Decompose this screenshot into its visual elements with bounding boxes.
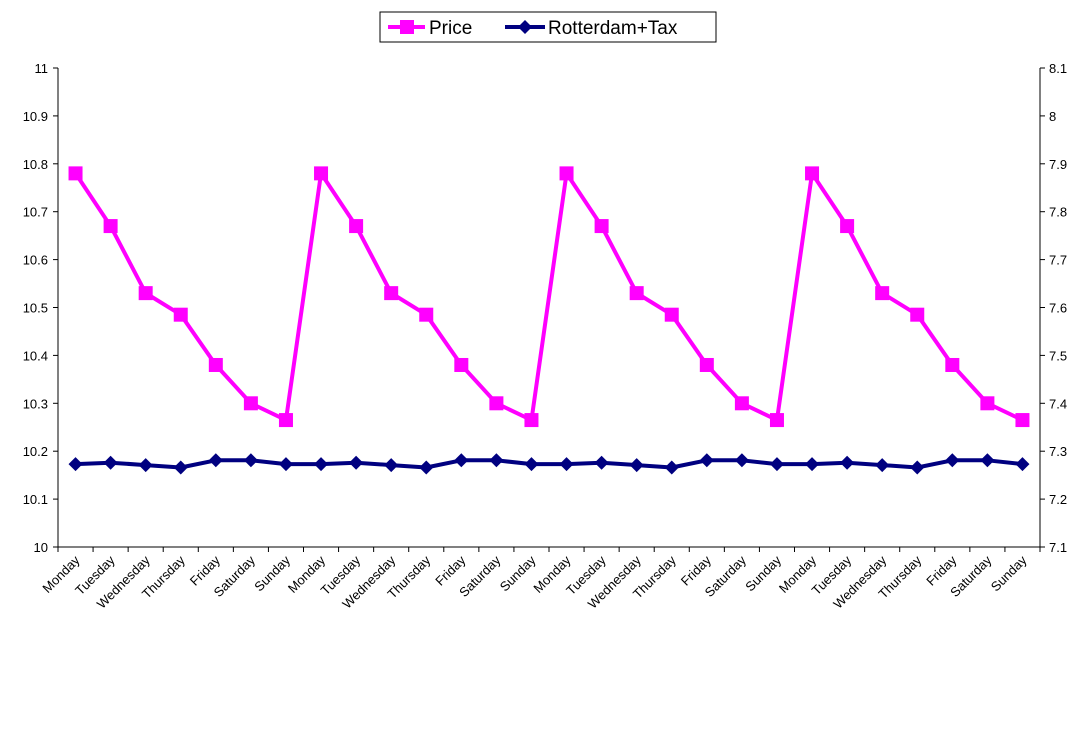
legend-price-marker — [400, 20, 414, 34]
data-point — [278, 457, 293, 472]
legend-price-label: Price — [429, 18, 472, 39]
data-point — [349, 219, 364, 234]
x-axis-ticks: MondayTuesdayWednesdayThursdayFridaySatu… — [39, 547, 1041, 612]
data-point — [314, 457, 329, 472]
data-point — [103, 219, 118, 234]
data-point — [173, 307, 188, 322]
data-point — [594, 455, 609, 470]
data-point — [138, 286, 153, 301]
data-point — [559, 457, 574, 472]
data-point — [384, 458, 399, 473]
data-point — [945, 357, 960, 372]
right-tick-label: 7.7 — [1049, 253, 1067, 268]
right-tick-label: 7.6 — [1049, 301, 1067, 316]
data-point — [243, 453, 258, 468]
right-tick-label: 8 — [1049, 109, 1056, 124]
series-rotterdam-tax — [68, 453, 1030, 475]
x-tick-label: Sunday — [988, 552, 1030, 594]
data-point — [314, 166, 329, 181]
data-point — [769, 413, 784, 428]
data-point — [1015, 413, 1030, 428]
legend-rotterdam-marker — [518, 20, 532, 34]
data-point — [910, 307, 925, 322]
data-point — [384, 286, 399, 301]
series-price — [68, 166, 1030, 428]
data-point — [805, 166, 820, 181]
data-point — [1015, 457, 1030, 472]
left-tick-label: 10.9 — [23, 109, 48, 124]
right-tick-label: 7.1 — [1049, 540, 1067, 555]
left-tick-label: 10.8 — [23, 157, 48, 172]
right-axis-ticks: 7.1 7.2 7.3 7.4 7.5 7.6 7.7 7.8 7.9 8 8.1 — [1040, 61, 1067, 555]
legend-rotterdam-label: Rotterdam+Tax — [548, 18, 678, 39]
data-point — [208, 357, 223, 372]
data-point — [699, 453, 714, 468]
left-tick-label: 10.4 — [23, 348, 48, 363]
data-point — [629, 458, 644, 473]
data-point — [68, 166, 83, 181]
left-tick-label: 10.1 — [23, 492, 48, 507]
data-point — [559, 166, 574, 181]
data-point — [664, 460, 679, 475]
data-point — [875, 286, 890, 301]
data-point — [208, 453, 223, 468]
data-point — [769, 457, 784, 472]
left-tick-label: 10.5 — [23, 301, 48, 316]
data-point — [980, 453, 995, 468]
data-point — [349, 455, 364, 470]
data-point — [734, 453, 749, 468]
data-point — [699, 357, 714, 372]
data-point — [524, 413, 539, 428]
right-tick-label: 7.8 — [1049, 205, 1067, 220]
left-axis-ticks: 10 10.1 10.2 10.3 10.4 10.5 10.6 10.7 10.8 10.9 11 — [23, 61, 58, 555]
legend-box — [379, 11, 717, 43]
data-point — [945, 453, 960, 468]
data-point — [910, 460, 925, 475]
data-point — [454, 357, 469, 372]
data-point — [454, 453, 469, 468]
data-point — [489, 453, 504, 468]
data-point — [173, 460, 188, 475]
series-line — [75, 458, 1023, 470]
left-tick-label: 10.7 — [23, 205, 48, 220]
data-point — [875, 458, 890, 473]
series-layer — [68, 166, 1030, 475]
data-point — [489, 396, 504, 411]
data-point — [980, 396, 995, 411]
data-point — [278, 413, 293, 428]
left-tick-label: 10.2 — [23, 444, 48, 459]
right-tick-label: 7.5 — [1049, 348, 1067, 363]
data-point — [243, 396, 258, 411]
left-tick-label: 10.3 — [23, 396, 48, 411]
data-point — [138, 458, 153, 473]
left-tick-label: 10.6 — [23, 253, 48, 268]
data-point — [419, 307, 434, 322]
right-tick-label: 7.2 — [1049, 492, 1067, 507]
data-point — [594, 219, 609, 234]
right-tick-label: 7.3 — [1049, 444, 1067, 459]
right-tick-label: 7.9 — [1049, 157, 1067, 172]
data-point — [629, 286, 644, 301]
left-tick-label: 11 — [35, 61, 49, 76]
data-point — [840, 219, 855, 234]
data-point — [524, 457, 539, 472]
series-line — [73, 171, 1024, 423]
left-tick-label: 10 — [34, 540, 48, 555]
right-tick-label: 7.4 — [1049, 396, 1067, 411]
data-point — [68, 457, 83, 472]
legend: Price Rotterdam+Tax — [379, 11, 717, 43]
right-tick-label: 8.1 — [1049, 61, 1067, 76]
data-point — [805, 457, 820, 472]
data-point — [840, 455, 855, 470]
data-point — [419, 460, 434, 475]
data-point — [664, 307, 679, 322]
data-point — [103, 455, 118, 470]
data-point — [734, 396, 749, 411]
